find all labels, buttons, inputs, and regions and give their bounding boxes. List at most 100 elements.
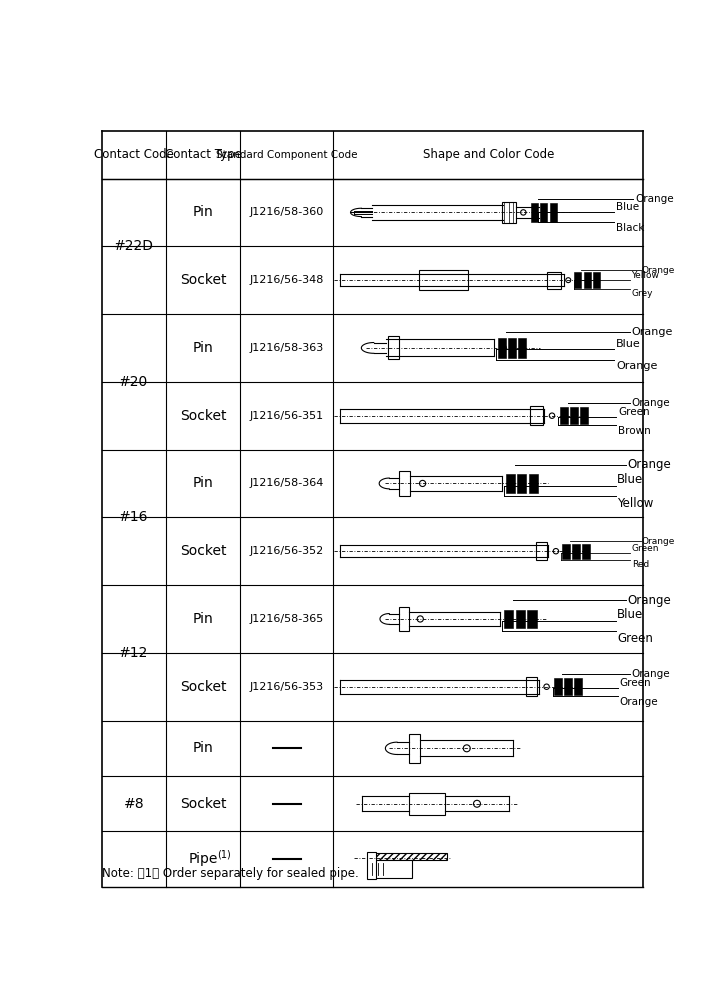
Bar: [574, 272, 582, 288]
Bar: [580, 407, 587, 424]
Text: #12: #12: [119, 646, 148, 660]
Circle shape: [521, 210, 526, 215]
Bar: [409, 793, 445, 815]
Text: Blue: Blue: [617, 473, 643, 486]
Bar: [517, 474, 526, 493]
Bar: [399, 471, 410, 496]
Text: J1216/58-363: J1216/58-363: [250, 343, 324, 353]
Text: #22D: #22D: [114, 239, 154, 253]
Bar: [593, 272, 600, 288]
Bar: [562, 544, 570, 559]
Bar: [572, 544, 580, 559]
Text: Pin: Pin: [193, 612, 214, 626]
Text: Pipe: Pipe: [188, 852, 218, 866]
Text: Standard Component Code: Standard Component Code: [216, 150, 358, 160]
Circle shape: [417, 616, 423, 622]
Text: Note: （1） Order separately for sealed pipe.: Note: （1） Order separately for sealed pi…: [102, 867, 358, 880]
Text: Blue: Blue: [616, 339, 641, 349]
Bar: [367, 852, 376, 879]
Text: Socket: Socket: [180, 544, 227, 558]
Text: Orange: Orange: [627, 594, 671, 607]
Text: Black: Black: [616, 223, 644, 233]
Text: #8: #8: [124, 797, 144, 811]
Bar: [505, 474, 515, 493]
Bar: [502, 202, 515, 223]
Bar: [498, 338, 505, 358]
Bar: [369, 860, 411, 878]
Circle shape: [419, 480, 426, 487]
Text: Orange: Orange: [627, 458, 671, 471]
Circle shape: [553, 549, 558, 554]
Text: Blue: Blue: [617, 608, 643, 621]
Text: Red: Red: [632, 560, 649, 569]
Bar: [527, 610, 537, 628]
Bar: [504, 610, 513, 628]
Bar: [398, 607, 409, 631]
Text: Orange: Orange: [635, 194, 673, 204]
Text: Socket: Socket: [180, 409, 227, 423]
Bar: [508, 338, 515, 358]
Text: Orange: Orange: [642, 266, 675, 275]
Bar: [530, 406, 542, 425]
Bar: [574, 678, 582, 695]
Circle shape: [463, 745, 470, 752]
Bar: [409, 734, 420, 763]
Bar: [547, 272, 561, 289]
Bar: [584, 272, 591, 288]
Bar: [560, 407, 568, 424]
Text: Pin: Pin: [193, 476, 214, 490]
Text: Orange: Orange: [616, 361, 658, 371]
Circle shape: [544, 684, 550, 689]
Bar: [554, 678, 562, 695]
Text: Green: Green: [618, 407, 649, 417]
Text: Contact Type: Contact Type: [165, 148, 241, 161]
Text: Brown: Brown: [618, 426, 651, 436]
Circle shape: [550, 413, 555, 418]
Text: (1): (1): [217, 850, 231, 860]
Bar: [531, 203, 538, 222]
Bar: [518, 338, 526, 358]
Bar: [529, 474, 538, 493]
Text: Pin: Pin: [193, 741, 214, 755]
Text: J1216/58-360: J1216/58-360: [250, 207, 324, 217]
Text: Socket: Socket: [180, 273, 227, 287]
Bar: [540, 203, 547, 222]
Text: J1216/58-364: J1216/58-364: [250, 478, 324, 488]
Bar: [369, 853, 447, 860]
Circle shape: [500, 345, 506, 351]
Text: Orange: Orange: [631, 327, 672, 337]
Bar: [564, 678, 572, 695]
Circle shape: [566, 278, 571, 283]
Text: J1216/58-365: J1216/58-365: [250, 614, 324, 624]
Bar: [387, 336, 398, 359]
Text: Orange: Orange: [619, 697, 658, 707]
Text: #16: #16: [119, 510, 148, 524]
Bar: [515, 610, 525, 628]
Bar: [550, 203, 557, 222]
Text: Grey: Grey: [631, 289, 653, 298]
Text: Green: Green: [617, 632, 653, 645]
Text: Contact Code: Contact Code: [94, 148, 174, 161]
Text: #20: #20: [119, 375, 148, 389]
Text: J1216/56-352: J1216/56-352: [250, 546, 324, 556]
Text: Orange: Orange: [631, 398, 670, 408]
Text: J1216/56-351: J1216/56-351: [250, 411, 324, 421]
Text: Pin: Pin: [193, 205, 214, 219]
Text: J1216/56-348: J1216/56-348: [250, 275, 324, 285]
Bar: [419, 270, 467, 290]
Text: Socket: Socket: [180, 680, 227, 694]
Bar: [526, 677, 537, 696]
Text: Blue: Blue: [616, 202, 639, 212]
Text: Yellow: Yellow: [631, 271, 659, 280]
Text: Green: Green: [619, 678, 651, 688]
Text: Socket: Socket: [180, 797, 227, 811]
Bar: [570, 407, 577, 424]
Bar: [582, 544, 590, 559]
Text: Green: Green: [632, 544, 659, 553]
Text: Pin: Pin: [193, 341, 214, 355]
Text: Shape and Color Code: Shape and Color Code: [423, 148, 554, 161]
Text: Yellow: Yellow: [617, 497, 654, 510]
Text: Orange: Orange: [642, 537, 675, 546]
Text: Orange: Orange: [631, 669, 670, 679]
Circle shape: [473, 800, 481, 807]
